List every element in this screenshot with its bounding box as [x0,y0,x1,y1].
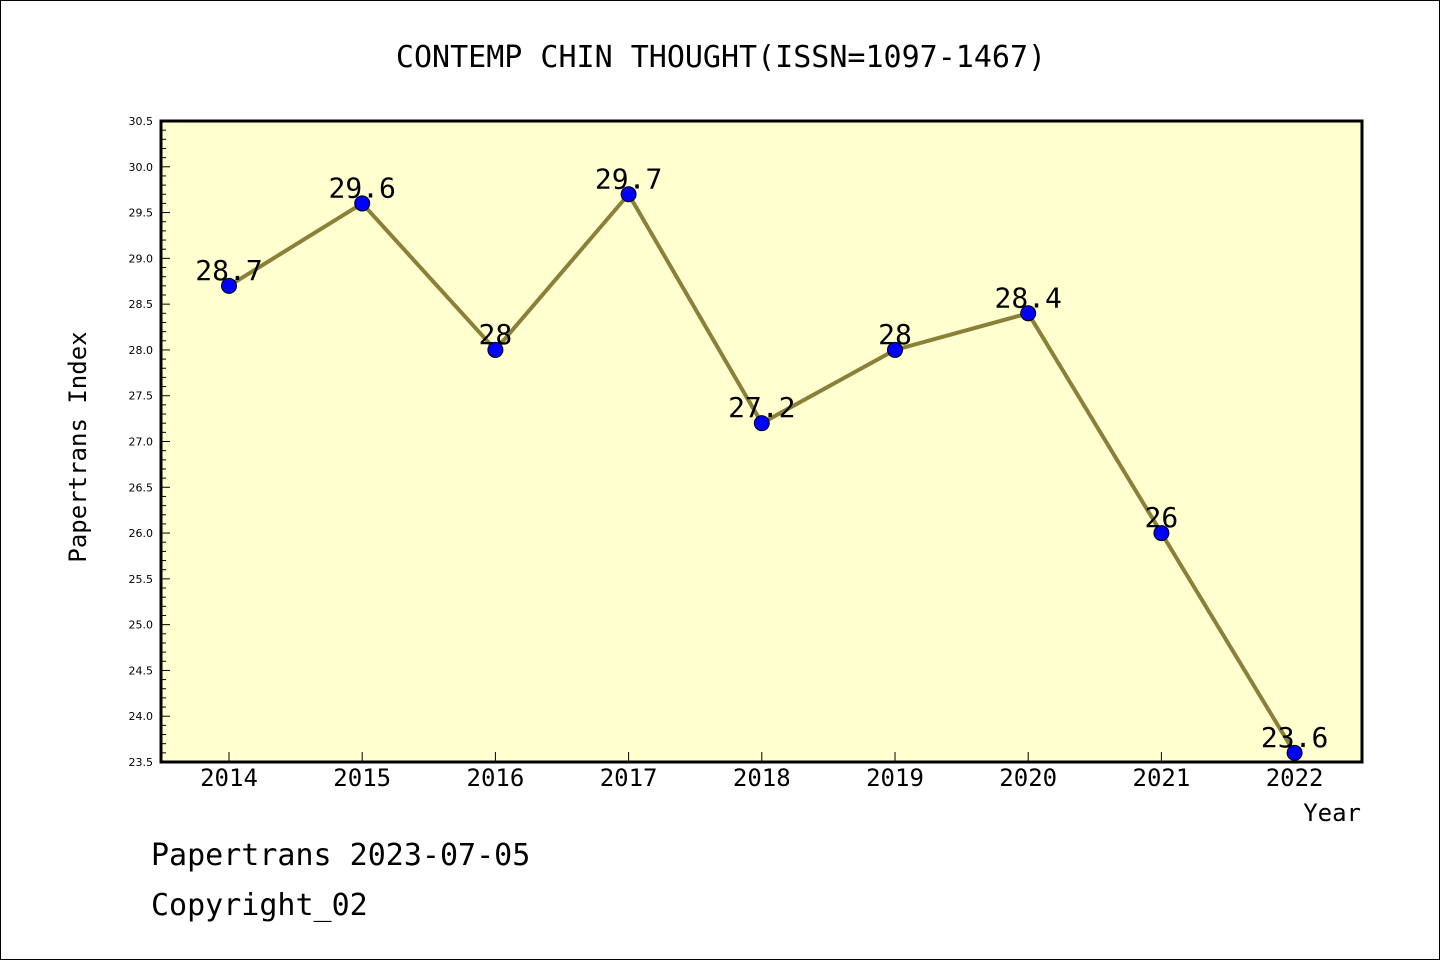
x-tick-label: 2022 [1266,764,1324,792]
footer-copyright: Copyright_02 [151,888,368,923]
data-point-marker [1153,525,1170,542]
data-point-marker [354,195,371,212]
x-tick-label: 2020 [999,764,1057,792]
data-point-marker [887,341,903,358]
data-point-marker [753,415,770,432]
y-axis-ticks: 23.5 24.0 24.5 25.0 25.5 26.0 26.5 27.0 27.5 28.0… [129,115,170,769]
data-label: 23.6 [1261,721,1328,754]
y-tick-label: 28.5 [129,298,154,311]
x-tick-label: 2016 [467,764,525,792]
x-axis-ticks: 2014 2015 2016 2017 2018 2019 2020 2021 2022 [200,752,1323,792]
x-tick-label: 2019 [866,764,924,792]
series-markers [221,186,1303,761]
data-point-marker [1286,744,1303,761]
y-tick-label: 27.5 [129,390,154,403]
y-tick-label: 25.5 [129,573,154,586]
data-label: 26 [1145,501,1179,534]
x-tick-label: 2017 [600,764,658,792]
y-tick-label: 30.0 [129,161,154,174]
data-point-marker [1020,305,1037,322]
data-label: 28 [878,318,912,351]
data-point-marker [221,277,237,294]
y-tick-label: 29.5 [129,207,154,220]
data-label: 29.7 [595,162,662,195]
y-tick-label: 24.0 [129,710,154,723]
x-tick-label: 2018 [733,764,791,792]
data-label: 28 [479,318,513,351]
y-tick-label: 25.0 [129,619,154,632]
plot-area [161,121,1362,762]
y-tick-label: 24.5 [129,664,154,677]
y-tick-label: 23.5 [129,756,154,769]
x-axis-label: Year [1303,799,1361,827]
data-label: 27.2 [728,391,795,424]
plot-border [159,119,1364,764]
x-tick-label: 2014 [200,764,258,792]
data-label: 28.7 [195,254,262,287]
data-label: 29.6 [328,171,395,204]
x-tick-label: 2015 [333,764,391,792]
footer-date: Papertrans 2023-07-05 [151,838,530,873]
data-point-marker [487,341,504,358]
chart-title: CONTEMP CHIN THOUGHT(ISSN=1097-1467) [396,40,1046,75]
y-tick-label: 26.0 [129,527,154,540]
y-tick-label: 29.0 [129,252,154,265]
data-point-marker [620,186,637,203]
data-labels: 28.7 29.6 28 29.7 27.2 28 28.4 26 23.6 [195,162,1328,754]
y-tick-label: 30.5 [129,115,154,128]
y-axis-label: Papertrans Index [64,331,92,562]
y-tick-label: 26.5 [129,481,154,494]
y-tick-label: 27.0 [129,436,154,449]
y-tick-label: 28.0 [129,344,154,357]
x-tick-label: 2021 [1133,764,1191,792]
data-label: 28.4 [994,281,1061,314]
